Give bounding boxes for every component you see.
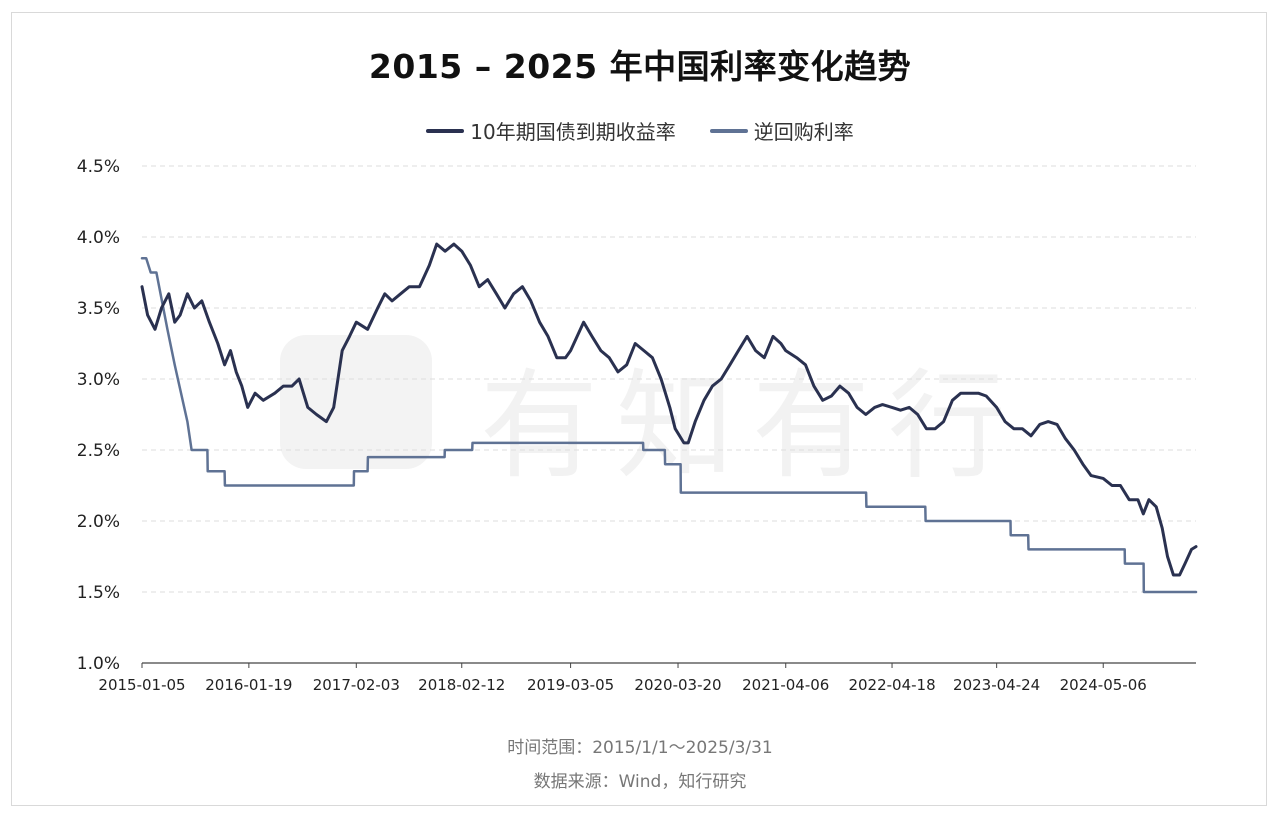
- y-tick-label: 4.5%: [77, 157, 120, 177]
- y-tick-label: 1.5%: [77, 583, 120, 603]
- legend-swatch-bond-yield: [426, 128, 465, 133]
- footer-source: 数据来源：Wind，知行研究: [533, 772, 747, 792]
- legend-item-bond-yield: 10年期国债到期收益率: [426, 116, 676, 145]
- x-tick-label: 2022-04-18: [848, 676, 935, 694]
- x-tick-label: 2024-05-06: [1060, 676, 1147, 694]
- legend-label-reverse-repo: 逆回购利率: [753, 120, 854, 144]
- y-tick-label: 1.0%: [77, 654, 120, 674]
- chart-legend: 10年期国债到期收益率 逆回购利率: [0, 116, 1280, 145]
- series-line-bond-yield: [140, 242, 1198, 577]
- chart-title: 2015 – 2025 年中国利率变化趋势: [368, 47, 912, 86]
- x-tick-label: 2020-03-20: [634, 676, 721, 694]
- x-tick-label: 2017-02-03: [313, 676, 400, 694]
- legend-item-reverse-repo: 逆回购利率: [709, 116, 854, 145]
- series-line-reverse-repo: [140, 257, 1198, 594]
- x-tick-label: 2023-04-24: [953, 676, 1040, 694]
- x-tick-label: 2021-04-06: [742, 676, 829, 694]
- chart-frame: [11, 12, 1267, 806]
- y-tick-label: 4.0%: [77, 228, 120, 248]
- x-tick-label: 2015-01-05: [98, 676, 185, 694]
- footer-time-range: 时间范围：2015/1/1～2025/3/31: [507, 738, 773, 758]
- x-tick-label: 2016-01-19: [205, 676, 292, 694]
- watermark-text: 有知有行: [480, 357, 1025, 495]
- y-tick-label: 2.0%: [77, 512, 120, 532]
- y-tick-label: 2.5%: [77, 441, 120, 461]
- y-tick-label: 3.5%: [77, 299, 120, 319]
- legend-swatch-reverse-repo: [709, 128, 748, 133]
- legend-label-bond-yield: 10年期国债到期收益率: [470, 120, 676, 144]
- x-tick-label: 2019-03-05: [527, 676, 614, 694]
- x-tick-label: 2018-02-12: [418, 676, 505, 694]
- y-tick-label: 3.0%: [77, 370, 120, 390]
